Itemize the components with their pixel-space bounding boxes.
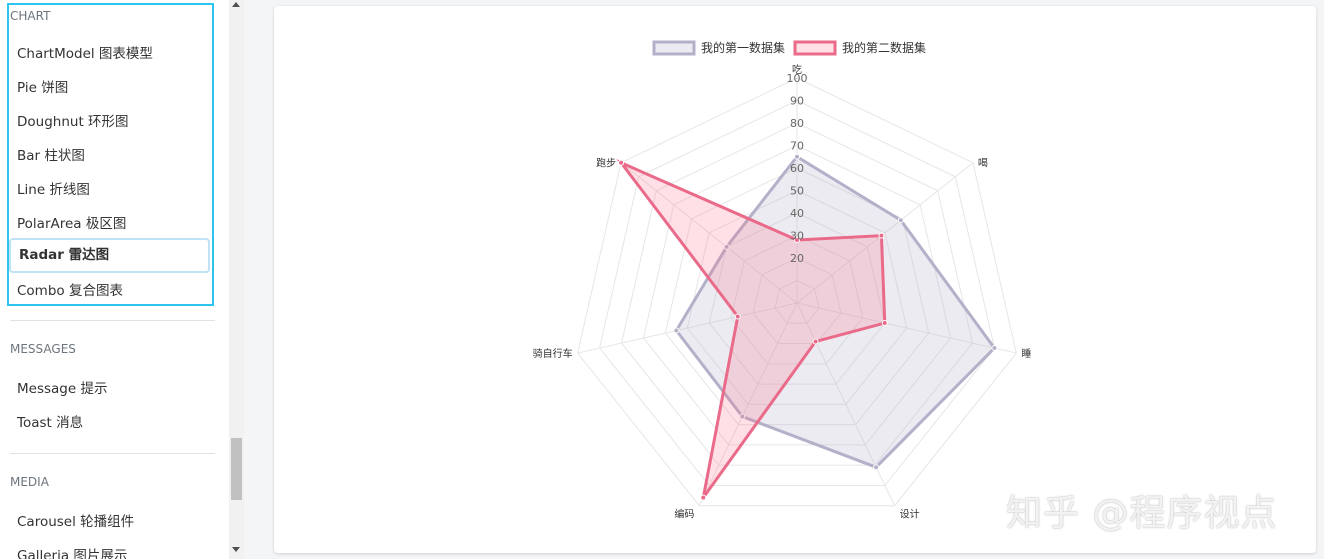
radar-point	[897, 217, 904, 224]
scroll-up-arrow-icon[interactable]	[232, 2, 240, 7]
radar-point	[700, 494, 707, 501]
radar-axis-label: 吃	[792, 63, 802, 76]
radar-spoke	[698, 302, 798, 506]
messages-section-title: MESSAGES	[10, 342, 76, 356]
radar-axis-label: 喝	[978, 158, 988, 170]
menu-item-radar[interactable]: Radar 雷达图	[9, 238, 210, 273]
legend-label: 我的第二数据集	[842, 40, 926, 55]
radar-point	[991, 345, 998, 352]
menu-item-bar[interactable]: Bar 柱状图	[17, 148, 85, 164]
menu-item-carousel[interactable]: Carousel 轮播组件	[17, 514, 135, 530]
legend-swatch	[793, 40, 837, 56]
menu-item-line[interactable]: Line 折线图	[17, 182, 90, 198]
radar-point	[873, 464, 880, 471]
chart-card: 20 30 40 50 60 70 80 90 100 吃喝睡设计 编码 骑自行车 跑步 我的第一数据集 我…	[274, 6, 1316, 553]
radar-tick-label: 90	[790, 95, 804, 108]
radar-tick-label: 100	[787, 72, 808, 85]
menu-item-toast[interactable]: Toast 消息	[17, 415, 84, 431]
radar-tick-label: 80	[790, 117, 804, 130]
divider	[10, 320, 215, 321]
chart-menu-group: CHART ChartModel 图表模型 Pie 饼图 Doughnut 环形…	[7, 3, 214, 306]
radar-tick-label: 70	[790, 140, 804, 153]
radar-grid-ring	[577, 77, 1017, 507]
scroll-thumb[interactable]	[231, 438, 242, 500]
radar-point	[812, 338, 819, 345]
radar-axis-label: 编码	[674, 508, 694, 521]
radar-grid-ring	[686, 189, 908, 405]
radar-point	[618, 159, 625, 166]
radar-spoke	[577, 302, 798, 354]
radar-spoke	[796, 302, 1017, 354]
radar-grid-ring	[752, 257, 842, 345]
radar-tick-label: 40	[790, 207, 804, 220]
menu-item-doughnut[interactable]: Doughnut 环形图	[17, 114, 129, 130]
menu-item-message[interactable]: Message 提示	[17, 381, 108, 397]
radar-axis-label: 骑自行车	[533, 347, 573, 360]
sidebar: CHART ChartModel 图表模型 Pie 饼图 Doughnut 环形…	[0, 0, 229, 559]
radar-point	[734, 313, 741, 320]
radar-tick-label: 60	[790, 162, 804, 175]
radar-grid-ring	[708, 212, 886, 385]
radar-tick-label: 50	[790, 185, 804, 198]
radar-spoke	[796, 162, 974, 304]
radar-spoke	[796, 302, 896, 506]
watermark: 知乎 @程序视点	[1006, 493, 1278, 534]
scroll-down-arrow-icon[interactable]	[232, 547, 240, 552]
radar-grid-ring	[774, 279, 820, 324]
divider	[10, 453, 215, 454]
radar-axis-label: 设计	[900, 508, 920, 521]
radar-spoke	[620, 162, 798, 304]
radar-point	[723, 243, 730, 250]
menu-item-polararea[interactable]: PolarArea 极区图	[17, 216, 127, 232]
radar-point	[739, 413, 746, 420]
radar-grid-ring	[620, 122, 974, 466]
sidebar-scrollbar[interactable]	[229, 0, 244, 559]
radar-tick-label: 20	[790, 252, 804, 265]
chart-section-title: CHART	[10, 9, 51, 23]
radar-point	[673, 327, 680, 334]
menu-item-chartmodel[interactable]: ChartModel 图表模型	[17, 46, 153, 62]
menu-item-combo[interactable]: Combo 复合图表	[17, 283, 123, 299]
media-section-title: MEDIA	[10, 475, 49, 489]
radar-grid-ring	[730, 234, 864, 365]
radar-grid-ring	[664, 167, 930, 426]
radar-series-2	[616, 159, 887, 499]
radar-point	[794, 153, 800, 160]
legend-swatch	[652, 40, 696, 56]
radar-point	[881, 320, 888, 327]
radar-axis-label: 跑步	[596, 157, 616, 170]
radar-series-1	[674, 154, 997, 469]
legend-label: 我的第一数据集	[701, 40, 785, 55]
menu-item-pie[interactable]: Pie 饼图	[17, 80, 69, 96]
menu-item-galleria[interactable]: Galleria 图片展示	[17, 548, 128, 559]
radar-tick-label: 30	[790, 230, 804, 243]
radar-axis-label: 睡	[1021, 347, 1031, 360]
radar-point	[878, 232, 885, 239]
radar-grid-ring	[599, 99, 995, 486]
radar-point	[794, 237, 800, 243]
